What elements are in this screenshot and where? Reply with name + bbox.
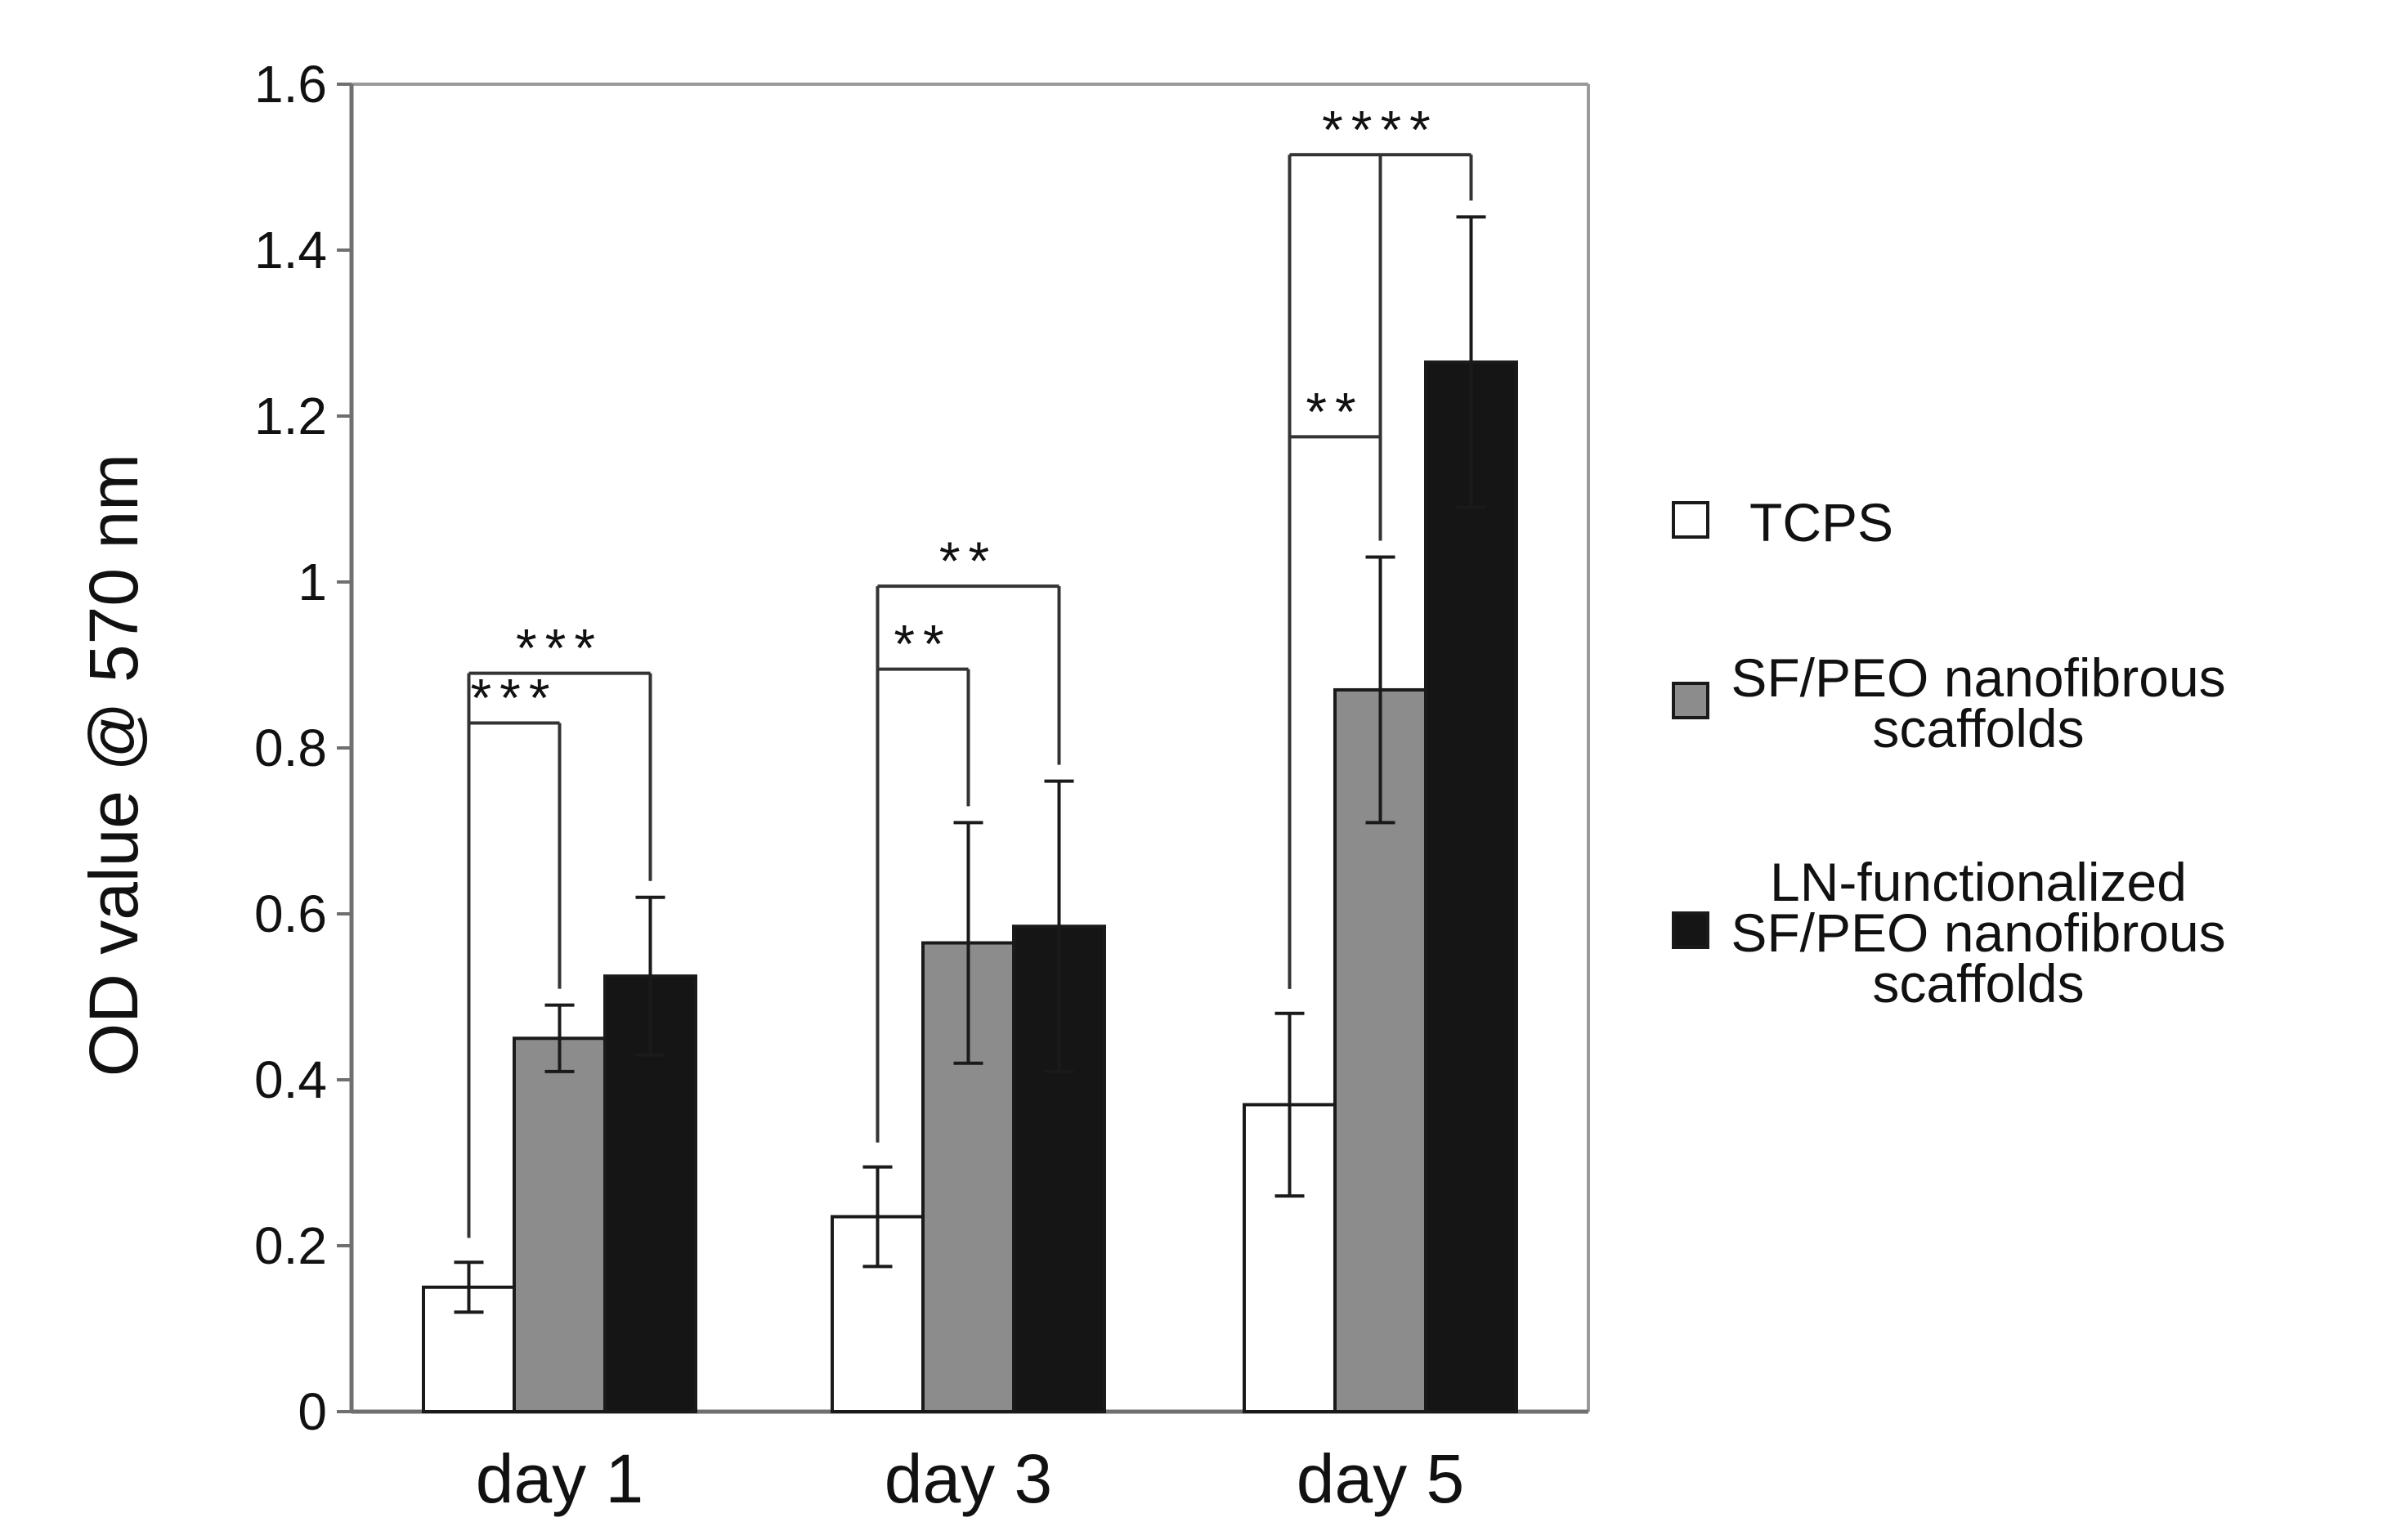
y-axis-label: OD value @ 570 nm [75, 454, 152, 1077]
y-tick-label: 0.4 [254, 1050, 327, 1109]
error-bars [454, 215, 1486, 1314]
x-tick-label: day 3 [885, 1440, 1053, 1517]
bar-sf-peo-nanofibrous-scaffolds-day-1 [513, 1036, 607, 1413]
legend-label: TCPS [1749, 492, 1893, 553]
x-tick-label: day 1 [476, 1440, 644, 1517]
legend-label: scaffolds [1872, 953, 2084, 1014]
y-tick-label: 1.4 [254, 221, 327, 280]
y-tick-label: 0.2 [254, 1216, 327, 1275]
significance-label: ** [894, 614, 952, 674]
significance-label: ** [939, 530, 997, 591]
legend-label: scaffolds [1872, 698, 2084, 759]
bar-ln-functionalized-sf-peo-nanofibrous-scaffolds-day-3 [1012, 924, 1106, 1413]
x-axis-labels: day 1 day 3 day 5 [476, 1440, 1465, 1517]
y-tick-label: 1.6 [254, 55, 327, 114]
y-tick-label: 0 [298, 1382, 327, 1441]
y-tick-label: 1 [298, 553, 327, 611]
significance-label: *** [516, 618, 603, 678]
legend-label: SF/PEO nanofibrous [1731, 647, 2225, 708]
legend-label: LN-functionalized [1770, 852, 2187, 912]
significance-label: **** [1322, 99, 1439, 159]
y-tick-label: 0.8 [254, 719, 327, 777]
legend-swatch-sf-peo-nanofibrous-scaffolds [1672, 682, 1709, 719]
significance-label: *** [470, 668, 558, 728]
legend-swatch-tcps [1672, 501, 1709, 539]
y-tick-label: 1.2 [254, 387, 327, 445]
x-tick-label: day 5 [1297, 1440, 1465, 1517]
y-tick-label: 0.6 [254, 884, 327, 943]
legend-label: SF/PEO nanofibrous [1731, 902, 2225, 963]
significance-brackets: ****** ********** [467, 99, 1473, 1238]
y-axis-ticks: 0 0.2 0.4 0.6 0.8 1 1.2 1.4 1.6 [254, 55, 352, 1441]
legend-swatch-ln-functionalized-sf-peo-nanofibrous-scaffolds [1672, 911, 1709, 949]
bar-ln-functionalized-sf-peo-nanofibrous-scaffolds-day-5 [1424, 360, 1518, 1413]
significance-label: ** [1306, 381, 1364, 441]
